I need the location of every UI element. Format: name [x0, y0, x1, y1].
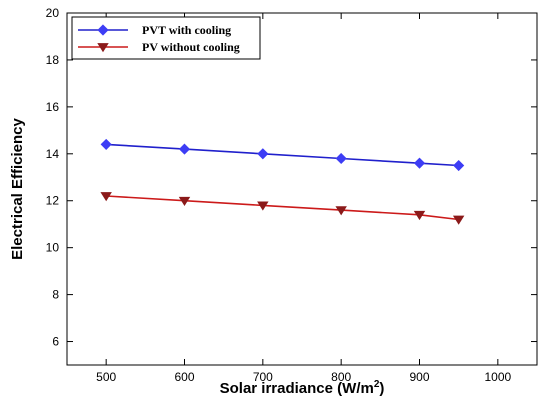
- y-tick-label: 10: [46, 241, 60, 255]
- series-line: [106, 195, 459, 221]
- x-axis-ticks: 500 600 700 800 900 1000: [96, 13, 512, 384]
- data-point-marker: [178, 143, 191, 155]
- y-tick-label: 8: [52, 288, 59, 302]
- y-axis-title: Electrical Efficiency: [9, 117, 26, 259]
- x-axis-title: Solar irradiance (W/m2): [220, 379, 385, 397]
- x-tick-label: 800: [331, 370, 351, 384]
- legend-item: PVT with cooling: [78, 23, 231, 37]
- y-tick-label: 6: [52, 335, 59, 349]
- data-point-marker: [413, 157, 426, 169]
- legend-box: [71, 16, 261, 60]
- y-tick-label: 16: [46, 100, 60, 114]
- x-axis-title-superscript: 2: [374, 379, 380, 390]
- legend: PVT with cooling PV without cooling: [71, 16, 261, 60]
- data-point-marker: [97, 43, 109, 53]
- data-point-marker: [97, 24, 109, 36]
- series-layer: [100, 138, 465, 225]
- data-point-marker: [257, 148, 269, 160]
- x-tick-label: 500: [96, 370, 116, 384]
- data-point-marker: [335, 152, 347, 165]
- y-tick-label: 14: [46, 147, 60, 161]
- x-tick-label: 600: [174, 370, 194, 384]
- x-tick-label: 900: [409, 370, 429, 384]
- data-point-marker: [257, 201, 269, 211]
- series-line: [106, 143, 459, 167]
- data-point-marker: [335, 206, 347, 216]
- data-point-marker: [100, 192, 112, 202]
- y-tick-label: 20: [46, 6, 60, 20]
- plot-area-frame: [66, 12, 538, 366]
- x-tick-label: 1000: [484, 370, 511, 384]
- y-tick-label: 12: [46, 194, 60, 208]
- legend-label: PVT with cooling: [142, 23, 231, 37]
- series-1: [100, 138, 465, 172]
- data-point-marker: [178, 196, 191, 206]
- y-tick-label: 18: [46, 53, 60, 67]
- data-point-marker: [413, 210, 426, 221]
- x-tick-label: 700: [253, 370, 273, 384]
- legend-item: PV without cooling: [78, 40, 240, 54]
- series-2: [100, 192, 465, 225]
- data-point-marker: [452, 215, 465, 225]
- data-point-marker: [453, 159, 465, 172]
- y-axis-ticks: 6 8 10 12 14 16 18 20: [46, 6, 537, 349]
- legend-label: PV without cooling: [142, 40, 240, 54]
- data-point-marker: [100, 138, 112, 150]
